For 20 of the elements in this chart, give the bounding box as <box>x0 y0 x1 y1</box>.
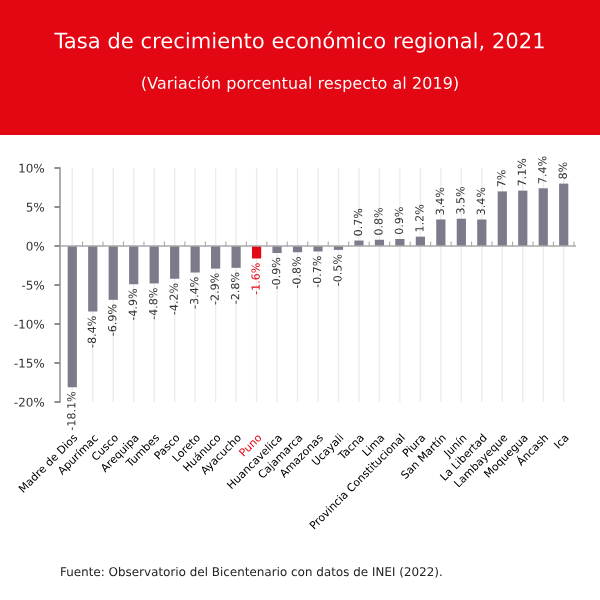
bar <box>67 246 77 388</box>
bar <box>477 219 487 246</box>
chart-title: Tasa de crecimiento económico regional, 2021 <box>54 31 544 53</box>
bar <box>211 246 221 269</box>
bar <box>436 219 446 246</box>
bar <box>108 246 118 300</box>
bar <box>272 246 282 254</box>
bar <box>456 218 466 246</box>
bar <box>538 188 548 246</box>
bar <box>129 246 139 285</box>
chart-subtitle: (Variación porcentual respecto al 2019) <box>142 75 458 93</box>
bar <box>395 238 405 246</box>
bar <box>88 246 98 312</box>
bar <box>170 246 180 279</box>
bar <box>149 246 159 284</box>
bar <box>559 183 569 246</box>
bar <box>497 191 507 246</box>
bar <box>518 190 528 246</box>
bar <box>190 246 200 273</box>
bar <box>231 246 241 268</box>
